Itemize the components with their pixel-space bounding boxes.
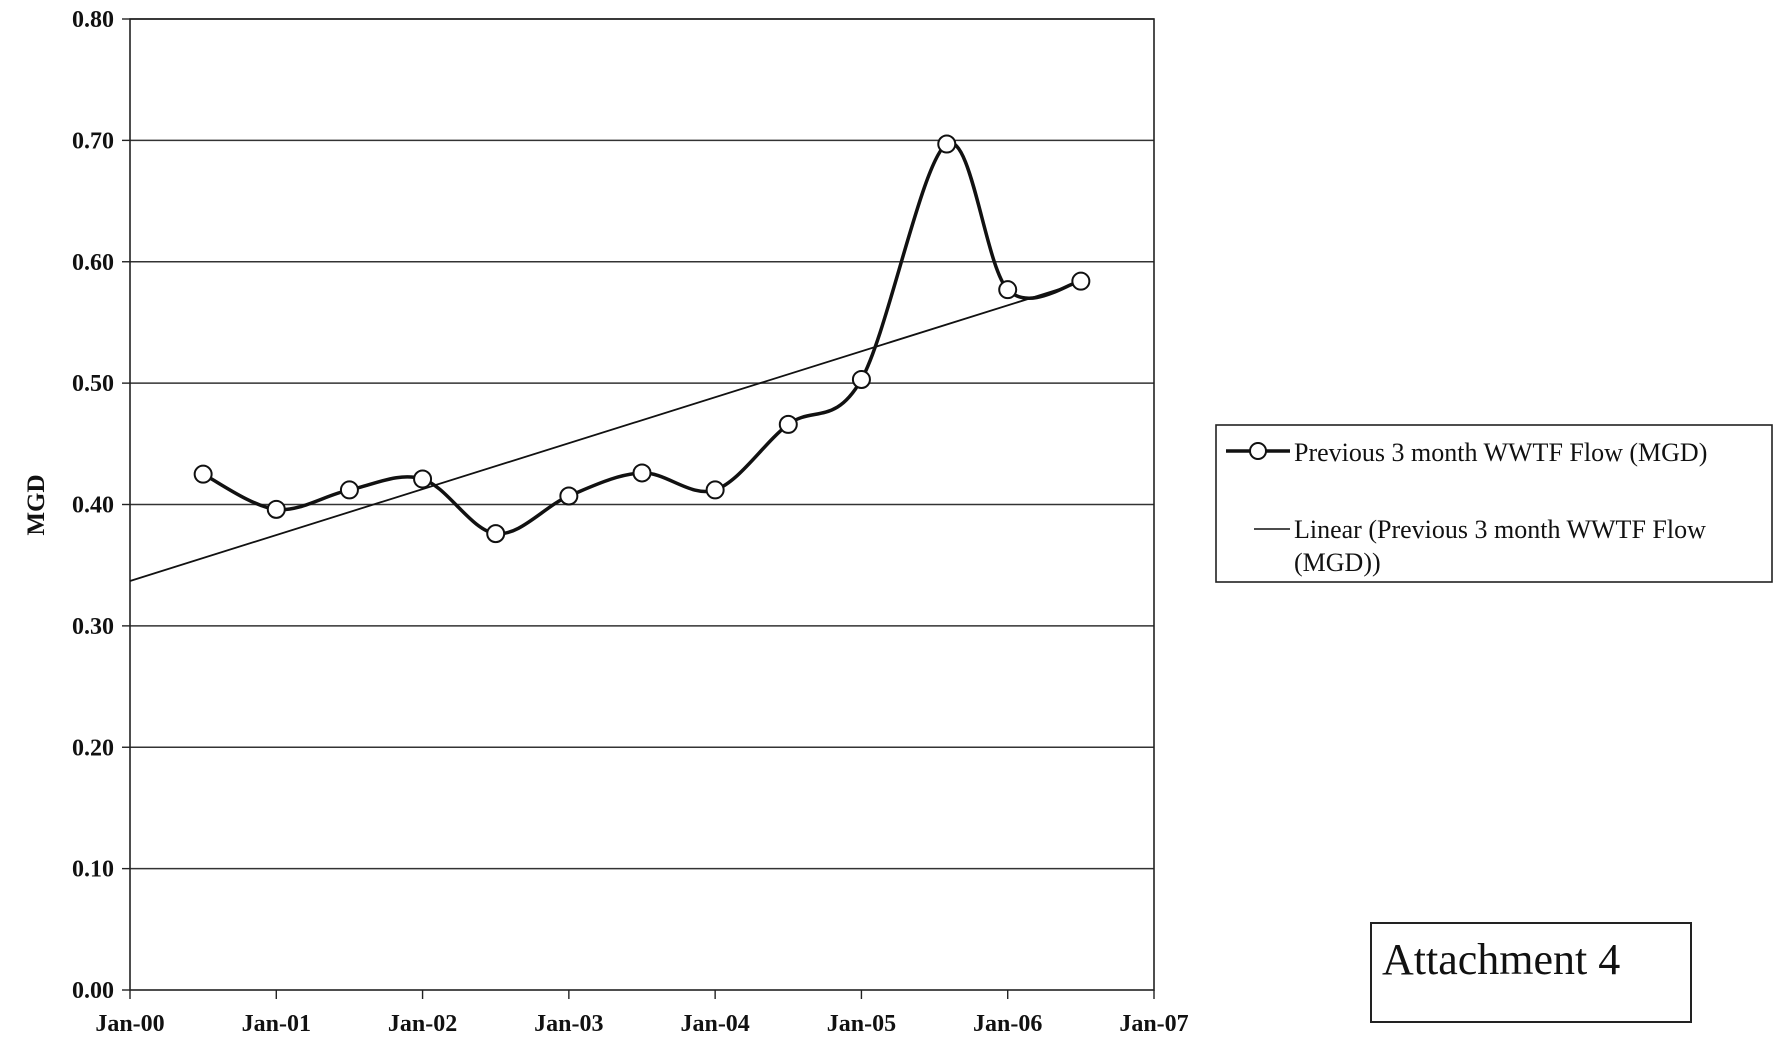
x-tick-label: Jan-01 [242, 1011, 311, 1037]
x-tick-label: Jan-04 [680, 1011, 749, 1037]
data-point [705, 480, 725, 500]
data-point [851, 369, 871, 389]
data-point [486, 524, 506, 544]
y-tick-label: 0.80 [72, 7, 114, 33]
gridlines [130, 18, 1154, 870]
y-axis-title: MGD [23, 474, 50, 535]
x-tick-label: Jan-06 [973, 1011, 1042, 1037]
axes [122, 18, 1155, 999]
data-point [193, 464, 213, 484]
y-tick-label: 0.30 [72, 614, 114, 640]
data-point [339, 480, 359, 500]
legend-series-marker [1249, 442, 1267, 460]
plot-frame [129, 18, 1155, 991]
flow-series [193, 134, 1091, 544]
legend: Previous 3 month WWTF Flow (MGD) Linear … [1215, 424, 1773, 583]
legend-label-trend-cont: (MGD)) [1294, 548, 1381, 577]
data-point [632, 463, 652, 483]
x-tick-label: Jan-03 [534, 1011, 603, 1037]
trendline-series [129, 281, 1082, 582]
y-tick-label: 0.60 [72, 250, 114, 276]
data-point [413, 469, 433, 489]
attachment-box: Attachment 4 [1370, 922, 1692, 1023]
data-point [266, 499, 286, 519]
y-tick-labels: 0.00 0.10 0.20 0.30 0.40 0.50 0.60 0.70 0.80 [72, 7, 114, 1004]
y-tick-label: 0.50 [72, 371, 114, 397]
y-tick-label: 0.40 [72, 493, 114, 519]
x-tick-label: Jan-02 [388, 1011, 457, 1037]
y-tick-label: 0.70 [72, 128, 114, 154]
x-tick-label: Jan-05 [827, 1011, 896, 1037]
data-point [778, 414, 798, 434]
y-tick-label: 0.00 [72, 978, 114, 1004]
data-point [1071, 271, 1091, 291]
data-point [559, 486, 579, 506]
data-point [998, 280, 1018, 300]
legend-box [1215, 424, 1773, 583]
legend-label-flow: Previous 3 month WWTF Flow (MGD) [1294, 438, 1707, 467]
x-tick-label: Jan-00 [95, 1011, 164, 1037]
y-tick-label: 0.20 [72, 735, 114, 761]
data-point [937, 134, 957, 154]
y-tick-label: 0.10 [72, 857, 114, 883]
legend-label-trend: Linear (Previous 3 month WWTF Flow [1294, 515, 1706, 544]
x-tick-label: Jan-07 [1119, 1011, 1188, 1037]
attachment-label: Attachment 4 [1382, 935, 1621, 984]
trendline [129, 281, 1082, 582]
x-tick-labels: Jan-00 Jan-01 Jan-02 Jan-03 Jan-04 Jan-05 Jan-… [95, 1011, 1188, 1037]
